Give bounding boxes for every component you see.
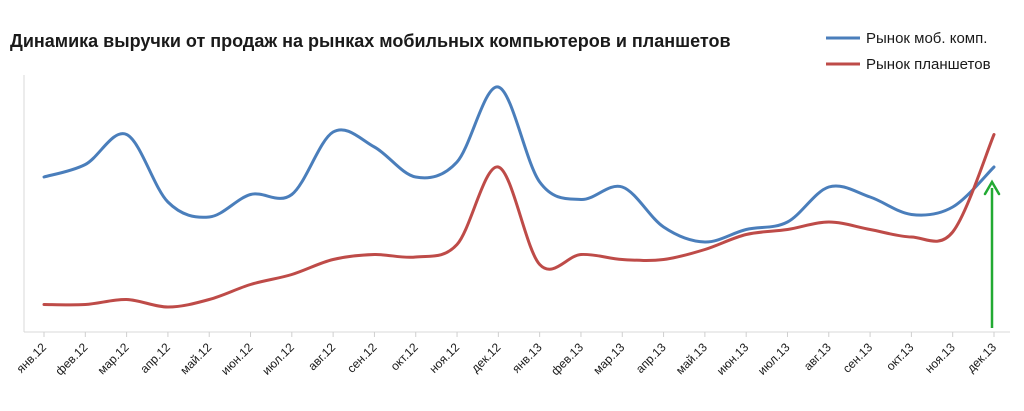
series-layer <box>42 85 996 309</box>
x-tick-labels: янв.12 фев.12 мар.12 апр.12 май.12 июн.12 июл.… <box>14 332 999 378</box>
x-tick-label: апр.12 <box>137 340 173 376</box>
chart-title: Динамика выручки от продаж на рынках моб… <box>10 31 731 51</box>
x-tick-label: авг.13 <box>801 340 834 373</box>
x-tick-label: янв.13 <box>509 340 545 376</box>
x-tick-label: май.13 <box>673 340 710 377</box>
x-tick-label: янв.12 <box>14 340 50 376</box>
x-tick-label: фев.13 <box>548 340 586 378</box>
x-tick-label: июн.13 <box>714 340 752 378</box>
x-tick-label: дек.12 <box>468 340 503 375</box>
series-line-mobile-pc <box>42 85 996 244</box>
x-tick-label: апр.13 <box>633 340 669 376</box>
x-tick-label: фев.12 <box>53 340 91 378</box>
x-tick-label: май.12 <box>177 340 214 377</box>
x-tick-label: июл.12 <box>259 340 297 378</box>
x-tick-label: дек.13 <box>964 340 999 375</box>
x-tick-label: сен.12 <box>344 340 380 376</box>
legend-label: Рынок планшетов <box>866 56 991 73</box>
annotations <box>983 179 1001 328</box>
x-tick-label: июн.12 <box>218 340 256 378</box>
series-line-tablets <box>42 133 996 309</box>
x-tick-label: июл.13 <box>755 340 793 378</box>
x-tick-label: авг.12 <box>305 340 338 373</box>
x-tick-label: окт.13 <box>883 340 916 373</box>
x-tick-label: сен.13 <box>840 340 876 376</box>
legend: Рынок моб. комп. Рынок планшетов <box>826 30 991 73</box>
x-tick-label: мар.12 <box>95 340 132 377</box>
annotation-arrow-head <box>983 179 1001 196</box>
x-tick-label: окт.12 <box>388 340 421 373</box>
x-tick-label: мар.13 <box>590 340 627 377</box>
legend-label: Рынок моб. комп. <box>866 30 987 47</box>
x-tick-label: ноя.12 <box>426 340 462 376</box>
x-tick-label: ноя.13 <box>922 340 958 376</box>
